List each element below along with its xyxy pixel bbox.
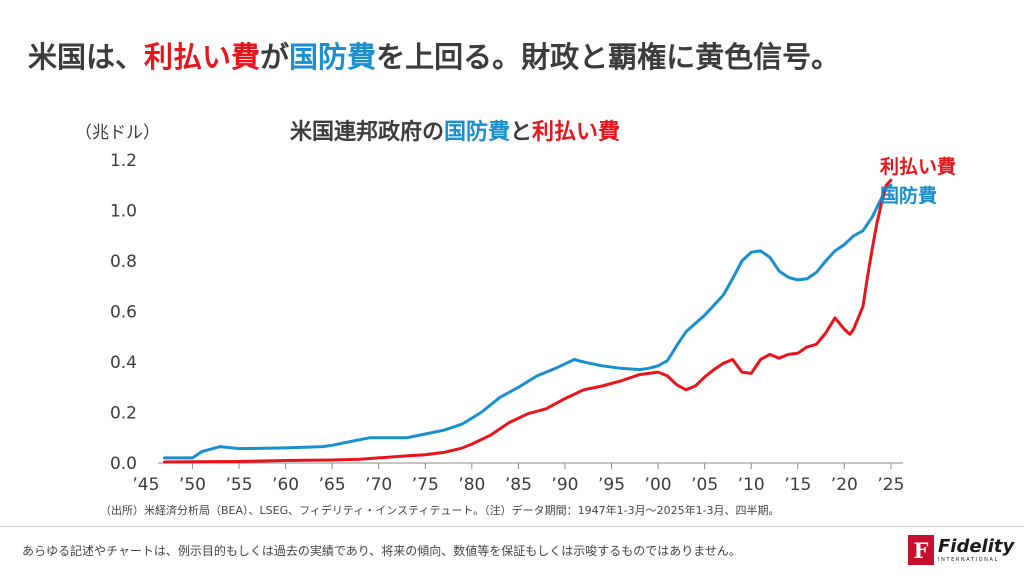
series-line-defense — [163, 183, 893, 460]
disclaimer: あらゆる記述やチャートは、例示目的もしくは過去の実績であり、将来の傾向、数値等を… — [22, 544, 741, 558]
y-tick-label: 1.0 — [110, 202, 137, 222]
title-part-1: 米国は、 — [28, 40, 145, 74]
fidelity-logo: F Fidelity INTERNATIONAL — [908, 534, 1014, 566]
chart-series — [163, 178, 893, 464]
y-tick-label: 1.2 — [110, 151, 137, 171]
chart-axes: 0.0 0.2 0.4 0.6 0.8 1.0 1.2 ’45 ’50 ’55 ’60 ’65 ’70 ’… — [110, 151, 904, 495]
x-tick-label: ’60 — [272, 475, 299, 495]
y-tick-label: 0.0 — [110, 454, 137, 474]
chart-title-defense: 国防費 — [444, 120, 511, 145]
y-axis-unit-label: （兆ドル） — [75, 123, 160, 143]
title-part-2: が — [260, 40, 290, 74]
logo-mark-icon: F — [908, 535, 934, 565]
logo-name: Fidelity — [938, 535, 1015, 557]
x-tick-label: ’70 — [365, 475, 392, 495]
logo-sub: INTERNATIONAL — [938, 556, 999, 563]
title-defense-highlight: 国防費 — [289, 40, 377, 74]
source-note: （出所）米経済分析局（BEA）、LSEG、フィデリティ・インスティテュート。（注… — [100, 504, 780, 517]
y-tick-label: 0.4 — [110, 353, 137, 373]
footer-divider — [0, 526, 1024, 527]
series-line-interest — [163, 178, 893, 464]
x-tick-label: ’90 — [551, 475, 578, 495]
title-part-3: を上回る。財政と覇権に黄色信号。 — [376, 40, 841, 74]
chart-title-part-1: 米国連邦政府の — [290, 120, 445, 145]
x-tick-label: ’65 — [319, 475, 346, 495]
series-label-interest: 利払い費 — [880, 155, 956, 178]
x-tick-label: ’80 — [458, 475, 485, 495]
x-tick-label: ’00 — [645, 475, 672, 495]
x-tick-label: ’85 — [505, 475, 532, 495]
chart-title-interest: 利払い費 — [532, 120, 621, 145]
x-tick-label: ’45 — [132, 475, 159, 495]
y-tick-label: 0.6 — [110, 303, 137, 323]
x-tick-label: ’55 — [225, 475, 252, 495]
x-tick-label: ’25 — [877, 475, 904, 495]
title-interest-highlight: 利払い費 — [144, 40, 261, 74]
chart-title: 米国連邦政府の国防費と利払い費 — [290, 114, 620, 146]
slide-title: 米国は、利払い費が国防費を上回る。財政と覇権に黄色信号。 — [28, 34, 840, 76]
x-tick-label: ’75 — [412, 475, 439, 495]
y-tick-label: 0.2 — [110, 404, 137, 424]
line-chart: 0.0 0.2 0.4 0.6 0.8 1.0 1.2 ’45 ’50 ’55 ’60 ’65 ’70 ’… — [110, 151, 956, 495]
chart-title-part-2: と — [510, 120, 533, 145]
x-tick-label: ’20 — [831, 475, 858, 495]
x-tick-label: ’95 — [598, 475, 625, 495]
x-tick-label: ’10 — [738, 475, 765, 495]
y-tick-label: 0.8 — [110, 252, 137, 272]
x-tick-label: ’15 — [784, 475, 811, 495]
logo-text: Fidelity INTERNATIONAL — [938, 535, 1015, 563]
x-tick-label: ’50 — [179, 475, 206, 495]
series-label-defense: 国防費 — [880, 184, 937, 207]
x-tick-label: ’05 — [691, 475, 718, 495]
